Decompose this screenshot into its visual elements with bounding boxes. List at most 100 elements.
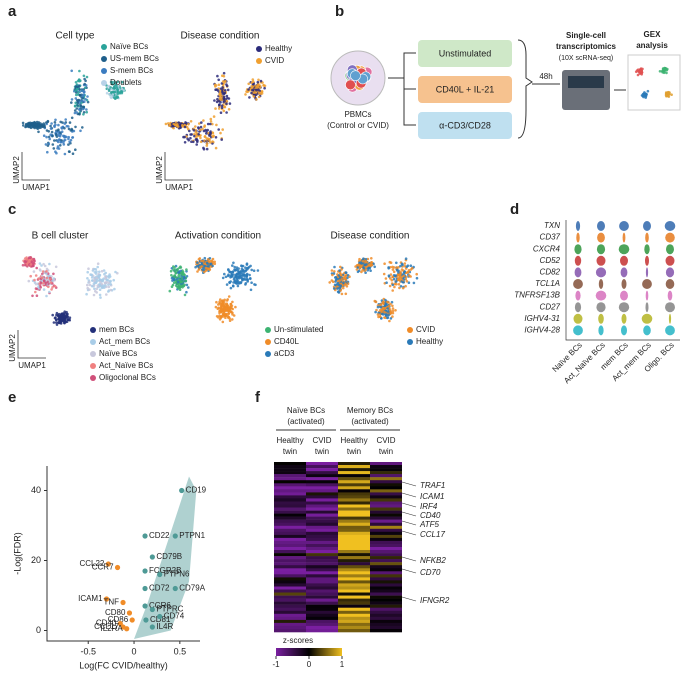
umap-cell	[216, 307, 220, 311]
umap-cell	[401, 286, 405, 290]
umap-cell	[245, 273, 248, 277]
violin	[622, 232, 626, 243]
umap-cell	[21, 263, 25, 267]
label: Single-cell	[566, 31, 606, 40]
umap-cell	[358, 263, 361, 267]
umap-cell	[248, 273, 251, 277]
heatmap-cell	[370, 516, 402, 520]
umap-cell	[205, 147, 209, 151]
umap-cell	[345, 285, 349, 288]
umap-cell	[46, 280, 49, 284]
umap-cell	[230, 275, 234, 278]
heatmap-cell	[274, 513, 306, 517]
umap-cell	[215, 123, 218, 127]
heatmap-cell	[306, 610, 338, 615]
point	[157, 613, 163, 620]
umap-cell	[107, 276, 111, 279]
label: z-scores	[283, 636, 313, 645]
umap-cell	[95, 276, 99, 280]
violin	[596, 244, 606, 255]
umap-cell	[51, 134, 54, 138]
umap-cell	[394, 309, 397, 312]
gene-label: CCL17	[94, 622, 119, 631]
umap-cell	[97, 275, 100, 279]
umap-cell	[183, 141, 187, 144]
umap-cell	[211, 260, 214, 264]
heatmap-cell	[274, 595, 306, 599]
umap-cell	[223, 105, 226, 109]
umap-cell	[79, 129, 82, 133]
umap-cell	[386, 310, 390, 313]
heatmap-cell	[306, 625, 338, 630]
heatmap-cell	[338, 562, 370, 566]
umap-cell	[112, 96, 116, 99]
umap-cell	[337, 274, 341, 277]
umap-cell	[386, 307, 389, 310]
umap-cell	[28, 259, 32, 262]
umap-cell	[398, 286, 401, 290]
gene-label: FCGR2B	[149, 566, 181, 575]
umap-cell	[231, 264, 234, 267]
umap-cell	[64, 118, 67, 121]
umap-cell	[220, 106, 224, 109]
panel-label: a	[8, 3, 17, 20]
gene-label: CD82	[540, 268, 561, 277]
umap-cell	[195, 133, 198, 136]
umap-cell	[213, 262, 217, 266]
umap-cell	[382, 272, 386, 276]
heatmap-cell	[370, 540, 402, 545]
legend-dot	[407, 339, 413, 345]
umap-cell	[374, 310, 377, 314]
umap-cell	[42, 262, 45, 266]
umap-cell	[95, 270, 98, 274]
umap-cell	[74, 125, 77, 129]
umap-cell	[24, 260, 28, 264]
umap-cell	[71, 136, 75, 139]
heatmap-cell	[306, 619, 338, 624]
umap-cell	[199, 140, 203, 144]
umap-cell	[76, 87, 79, 91]
legend-label: CVID	[265, 56, 284, 65]
point	[114, 564, 121, 571]
umap-cell	[221, 320, 225, 324]
point	[149, 624, 155, 630]
umap-cell	[22, 124, 25, 127]
violin	[620, 255, 628, 266]
umap-cell	[205, 261, 209, 265]
umap-cell	[196, 140, 199, 144]
umap-cell	[75, 83, 79, 86]
heatmap-cell	[338, 501, 370, 505]
heatmap-cell	[370, 510, 402, 514]
label: Disease condition	[331, 231, 410, 242]
heatmap-cell	[338, 483, 370, 487]
umap-cell	[104, 281, 107, 285]
umap-cell	[70, 69, 73, 73]
heatmap-cell	[370, 622, 402, 627]
umap-cell	[76, 101, 79, 104]
gene-label: ATF5	[419, 520, 440, 529]
umap-cell	[171, 124, 174, 128]
umap-cell	[340, 274, 343, 277]
heatmap-cell	[306, 507, 338, 511]
umap-cell	[244, 93, 247, 96]
heatmap-cell	[370, 528, 402, 533]
umap-axes	[164, 152, 193, 181]
umap-cell	[360, 270, 363, 274]
umap-cell	[186, 137, 189, 140]
umap-cell	[395, 261, 398, 265]
umap-cell	[63, 126, 66, 130]
umap-cell	[76, 104, 79, 107]
umap-axes	[21, 152, 50, 181]
heatmap-cell	[338, 537, 370, 542]
umap-cell	[107, 290, 110, 293]
umap-cell	[241, 278, 244, 282]
heatmap-cell	[306, 607, 338, 611]
label: Naïve BCs	[287, 406, 325, 415]
heatmap-cell	[338, 556, 370, 560]
legend-label: aCD3	[274, 349, 295, 358]
umap-cell	[407, 270, 410, 274]
gene-label: IGHV4-31	[524, 314, 560, 323]
label: Cell type	[56, 31, 95, 42]
umap-cell	[74, 97, 78, 100]
heatmap-cell	[338, 531, 370, 536]
